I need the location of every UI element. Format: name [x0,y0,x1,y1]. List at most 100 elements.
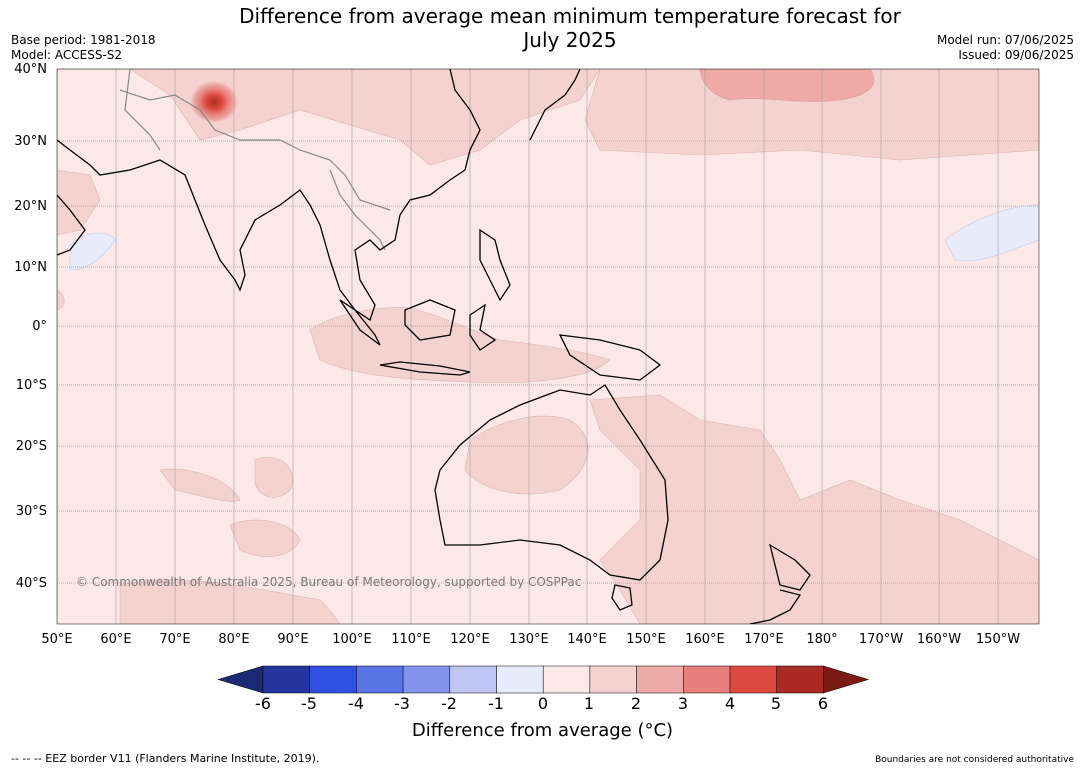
latitude-lines [57,69,1039,584]
lat-label-10s: 10°S [15,378,47,393]
colorbar-segment [402,665,451,694]
lat-label-20n: 20°N [14,199,47,214]
colorbar-tick: -2 [441,694,457,713]
colorbar-segment [309,665,357,694]
lat-label-10n: 10°N [14,260,47,275]
colorbar-segment [683,665,731,694]
colorbar-tick: 4 [724,694,736,713]
lat-label-30s: 30°S [15,504,47,519]
coast-new-guinea [558,334,662,381]
title-line-1: Difference from average mean minimum tem… [239,4,901,28]
lat-label-20s: 20°S [15,439,47,454]
border-mainland-se-asia [329,169,386,251]
boundaries-disclaimer: Boundaries are not considered authoritat… [875,755,1074,765]
coast-sulawesi [469,303,497,351]
colorbar-tick: 5 [770,694,782,713]
gridlines [57,69,999,624]
border-central-asia [124,69,161,151]
lon-label-110e: 110°E [391,632,431,647]
lon-label-100e: 100°E [332,632,372,647]
colorbar-segment [496,665,544,694]
lon-label-80e: 80°E [218,632,250,647]
lon-label-150w: 150°W [975,632,1021,647]
copyright-notice: © Commonwealth of Australia 2025, Bureau… [76,575,582,589]
issued-date: Issued: 09/06/2025 [958,48,1074,62]
colorbar-segment [729,665,777,694]
colorbar-tick: -5 [301,694,317,713]
lon-label-180: 180° [806,632,838,647]
coast-java [379,361,471,376]
colorbar-segment [636,665,684,694]
map-frame [56,68,1040,625]
model-name: Model: ACCESS-S2 [11,48,123,62]
colorbar-tick: -3 [394,694,410,713]
coast-tasmania [611,584,633,611]
colorbar-tick: 2 [630,694,642,713]
lon-label-160w: 160°W [916,632,962,647]
map-title: Difference from average mean minimum tem… [0,4,1085,52]
run-info: Model run: 07/06/2025 Issued: 09/06/2025 [937,33,1074,63]
colorbar [217,665,870,694]
lon-label-50e: 50°E [41,632,73,647]
model-run-date: Model run: 07/06/2025 [936,33,1074,47]
cold-region-arabian-sea [69,232,116,271]
colorbar-tick: -6 [255,694,271,713]
colorbar-extend-high [823,665,870,694]
lon-label-160e: 160°E [685,632,725,647]
lon-label-150e: 150°E [626,632,666,647]
colorbar-label: Difference from average (°C) [411,720,674,741]
map-area [57,69,1039,624]
lat-label-40n: 40°N [14,62,47,77]
cold-region-central-pacific [944,204,1039,262]
anomaly-region-south-pacific [589,394,1039,624]
lat-label-0: 0° [32,319,47,334]
anomaly-region-australia [464,415,589,495]
anomaly-region-2-3 [699,69,875,102]
coast-sumatra [339,299,381,346]
lon-label-130e: 130°E [509,632,549,647]
anomaly-region-indian-ocean-2 [159,468,241,502]
colorbar-segment [589,665,637,694]
model-info: Base period: 1981-2018 Model: ACCESS-S2 [11,33,156,63]
lon-label-60e: 60°E [100,632,132,647]
colorbar-segment [262,665,310,694]
colorbar-segment [542,665,591,694]
colorbar-tick: 6 [817,694,829,713]
lon-label-170e: 170°E [744,632,784,647]
lat-label-40s: 40°S [15,576,47,591]
coast-nz-south-island [749,589,802,624]
coast-arabia [57,194,86,256]
lon-label-120e: 120°E [450,632,490,647]
colorbar-tick: -1 [488,694,504,713]
anomaly-region-indian-ocean-1 [254,457,293,498]
base-period: Base period: 1981-2018 [11,33,156,47]
anomaly-negative-regions [69,204,1039,271]
lon-label-70e: 70°E [159,632,191,647]
lat-label-30n: 30°N [14,134,47,149]
coast-nz-north-island [768,543,811,591]
country-borders [119,69,391,251]
colorbar-segment [449,665,497,694]
coast-japan [529,69,581,141]
coast-philippines [479,228,511,302]
colorbar-tick: 3 [677,694,689,713]
anomaly-region-indian-ocean-3 [229,519,301,557]
colorbar-segment [776,665,824,694]
border-south-asia [119,89,391,211]
coast-mainland-asia [57,69,481,322]
anomaly-hotspot-himalaya [190,81,238,123]
anomaly-region-arabia [57,169,101,236]
lon-label-90e: 90°E [277,632,309,647]
coast-australia [434,384,669,581]
colorbar-extend-low [217,665,264,694]
colorbar-tick: 1 [583,694,595,713]
title-line-2: July 2025 [523,28,617,52]
colorbar-tick: 0 [537,694,549,713]
anomaly-region-north-pacific [584,69,1039,161]
colorbar-tick: -4 [348,694,364,713]
colorbar-segment [356,665,404,694]
coastlines [57,69,811,624]
coast-borneo [404,299,456,341]
lon-label-170w: 170°W [858,632,904,647]
